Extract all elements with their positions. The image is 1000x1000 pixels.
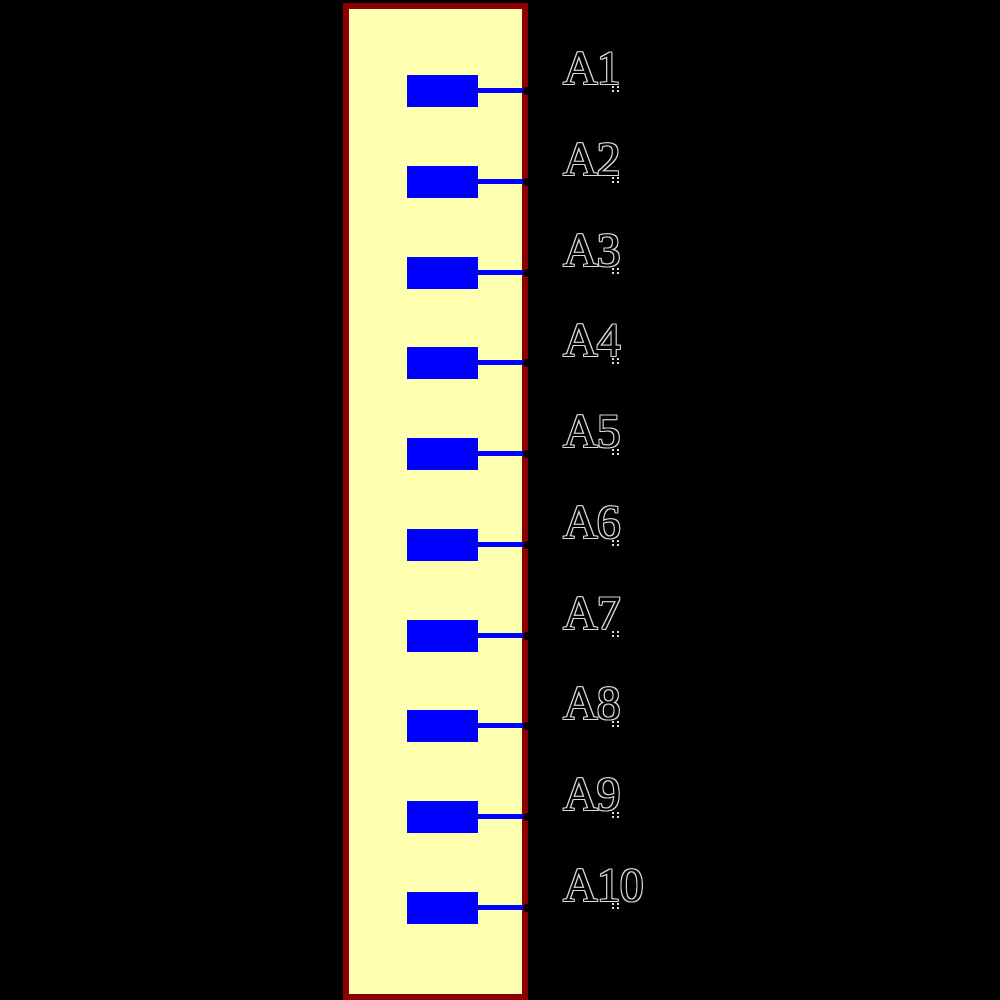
pin-marker-dots — [612, 268, 614, 270]
pin-label: A8 — [563, 677, 621, 730]
pin-marker-dots — [612, 812, 614, 814]
pin-marker-dots — [612, 631, 614, 633]
pin-pad — [407, 166, 478, 198]
pin-label: A10 — [563, 859, 644, 912]
pin-pad — [407, 710, 478, 742]
pin-label: A2 — [563, 133, 621, 186]
pin-pad — [407, 529, 478, 561]
pin-endpoint-dot — [523, 359, 531, 367]
pin-endpoint-dot — [523, 87, 531, 95]
pin-label: A3 — [563, 224, 621, 277]
pin-wire — [478, 270, 528, 275]
pin-marker-dots — [612, 177, 614, 179]
pin-marker-dots — [612, 540, 614, 542]
pin-wire — [478, 451, 528, 456]
pin-pad — [407, 892, 478, 924]
pin-wire — [478, 633, 528, 638]
pin-marker-dots — [612, 358, 614, 360]
pin-marker-dots — [612, 721, 614, 723]
pin-wire — [478, 905, 528, 910]
pin-wire — [478, 360, 528, 365]
pin-label: A1 — [563, 42, 621, 95]
pin-wire — [478, 88, 528, 93]
pin-wire — [478, 542, 528, 547]
pin-endpoint-dot — [523, 541, 531, 549]
pin-pad — [407, 257, 478, 289]
pin-pad — [407, 347, 478, 379]
pin-wire — [478, 179, 528, 184]
pin-marker-dots — [612, 449, 614, 451]
pin-pad — [407, 438, 478, 470]
pin-label: A4 — [563, 314, 621, 367]
pin-endpoint-dot — [523, 450, 531, 458]
pin-wire — [478, 814, 528, 819]
pin-endpoint-dot — [523, 632, 531, 640]
pin-label: A9 — [563, 768, 621, 821]
pin-endpoint-dot — [523, 813, 531, 821]
pin-wire — [478, 723, 528, 728]
pin-marker-dots — [612, 86, 614, 88]
component-body — [343, 3, 528, 1000]
pin-endpoint-dot — [523, 904, 531, 912]
pin-label: A5 — [563, 405, 621, 458]
pin-endpoint-dot — [523, 269, 531, 277]
pin-label: A6 — [563, 496, 621, 549]
pin-marker-dots — [612, 903, 614, 905]
pin-label: A7 — [563, 587, 621, 640]
pin-endpoint-dot — [523, 178, 531, 186]
pin-endpoint-dot — [523, 722, 531, 730]
pin-pad — [407, 75, 478, 107]
pin-pad — [407, 801, 478, 833]
pin-pad — [407, 620, 478, 652]
